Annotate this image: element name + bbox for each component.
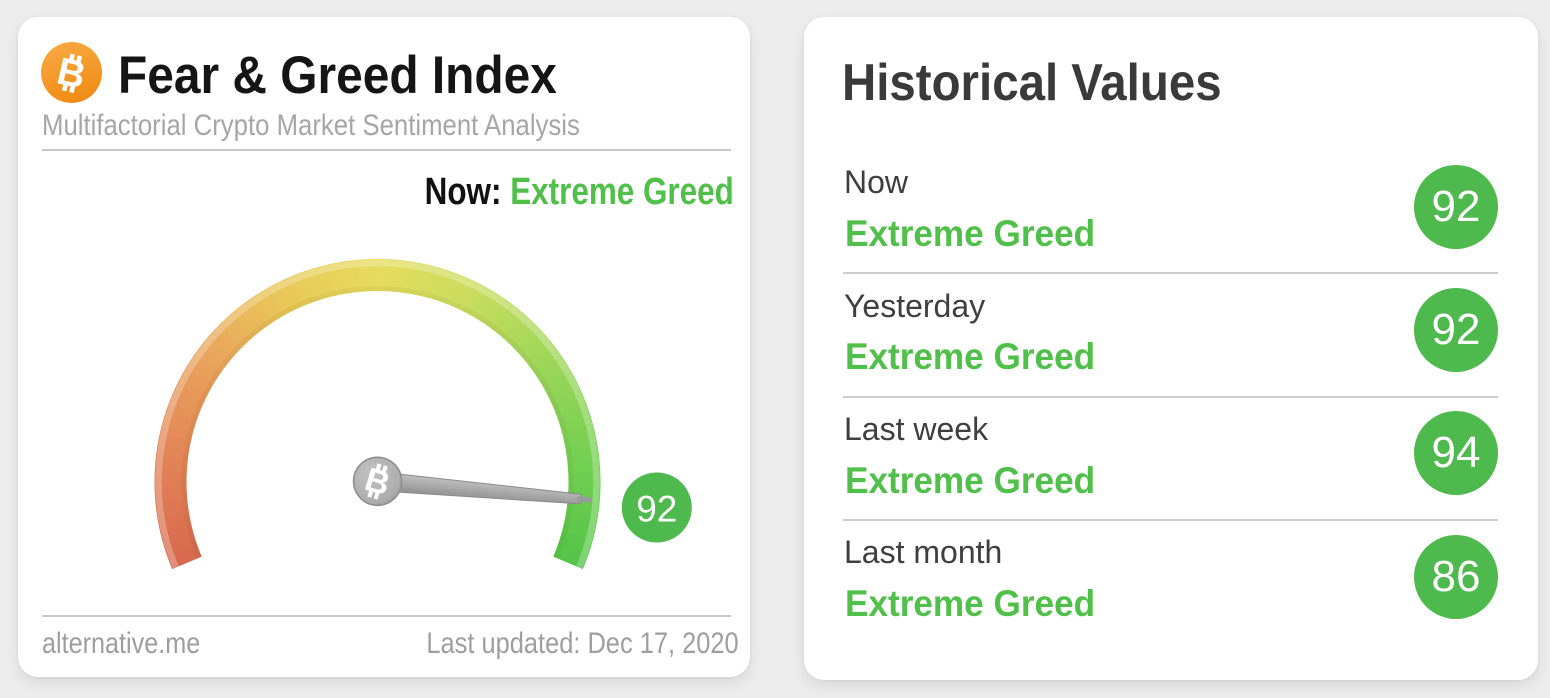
svg-text:92: 92 bbox=[636, 489, 677, 530]
